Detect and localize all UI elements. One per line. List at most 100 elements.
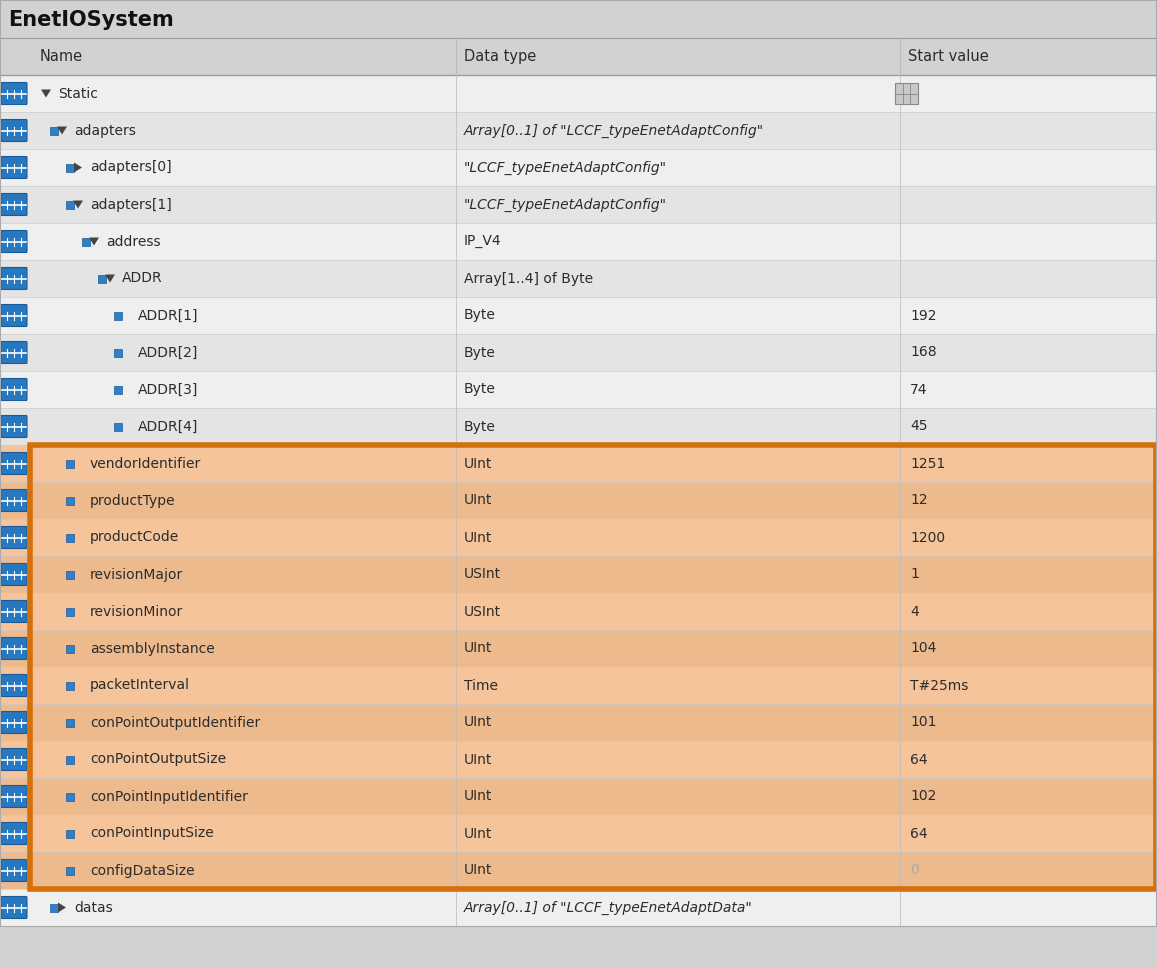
Text: configDataSize: configDataSize	[90, 864, 194, 877]
Bar	[0, 593, 1157, 630]
Text: productType: productType	[90, 493, 176, 508]
Text: 1: 1	[911, 568, 919, 581]
Bar	[0, 186, 1157, 223]
Bar	[0, 38, 1157, 75]
FancyBboxPatch shape	[1, 416, 27, 437]
Polygon shape	[40, 90, 51, 98]
FancyBboxPatch shape	[1, 526, 27, 548]
Bar	[0, 334, 1157, 371]
Text: 1200: 1200	[911, 531, 945, 544]
Bar	[115, 348, 121, 357]
FancyBboxPatch shape	[1, 341, 27, 364]
Bar	[0, 0, 1157, 38]
Text: ADDR: ADDR	[121, 272, 163, 285]
Bar	[0, 889, 1157, 926]
Text: Time: Time	[464, 679, 498, 692]
Bar	[0, 75, 1157, 112]
Text: UInt: UInt	[464, 493, 493, 508]
Polygon shape	[89, 238, 100, 246]
Text: revisionMinor: revisionMinor	[90, 604, 183, 619]
Text: 45: 45	[911, 420, 928, 433]
Text: 192: 192	[911, 308, 936, 323]
FancyBboxPatch shape	[1, 860, 27, 882]
Text: conPointOutputIdentifier: conPointOutputIdentifier	[90, 716, 260, 729]
FancyBboxPatch shape	[1, 564, 27, 585]
Text: adapters: adapters	[74, 124, 135, 137]
Bar	[0, 704, 1157, 741]
FancyBboxPatch shape	[1, 193, 27, 216]
Text: UInt: UInt	[464, 716, 493, 729]
Text: Byte: Byte	[464, 345, 496, 360]
Text: UInt: UInt	[464, 752, 493, 767]
Bar	[30, 445, 1156, 889]
Text: Data type: Data type	[464, 49, 536, 64]
Text: ADDR[1]: ADDR[1]	[138, 308, 199, 323]
Bar	[0, 519, 1157, 556]
FancyBboxPatch shape	[894, 83, 918, 104]
Bar	[66, 200, 74, 209]
Text: USInt: USInt	[464, 604, 501, 619]
Text: 168: 168	[911, 345, 937, 360]
Bar	[0, 408, 1157, 445]
FancyBboxPatch shape	[1, 230, 27, 252]
Bar	[66, 459, 74, 467]
Bar	[82, 238, 90, 246]
Bar	[66, 682, 74, 689]
Bar	[0, 149, 1157, 186]
FancyBboxPatch shape	[1, 896, 27, 919]
FancyBboxPatch shape	[1, 489, 27, 512]
Text: conPointOutputSize: conPointOutputSize	[90, 752, 226, 767]
Bar	[98, 275, 106, 282]
Bar	[0, 112, 1157, 149]
Bar	[66, 718, 74, 726]
Bar	[0, 630, 1157, 667]
Bar	[0, 260, 1157, 297]
Text: adapters[1]: adapters[1]	[90, 197, 171, 212]
Text: Start value: Start value	[908, 49, 989, 64]
Text: 101: 101	[911, 716, 936, 729]
Bar	[0, 223, 1157, 260]
Text: ADDR[4]: ADDR[4]	[138, 420, 198, 433]
FancyBboxPatch shape	[1, 712, 27, 734]
Text: 102: 102	[911, 789, 936, 804]
Text: 4: 4	[911, 604, 919, 619]
Text: EnetIOSystem: EnetIOSystem	[8, 10, 174, 30]
Text: UInt: UInt	[464, 456, 493, 471]
Text: 64: 64	[911, 827, 928, 840]
Text: adapters[0]: adapters[0]	[90, 161, 171, 174]
Bar	[66, 534, 74, 542]
Polygon shape	[57, 127, 67, 134]
FancyBboxPatch shape	[1, 120, 27, 141]
Bar	[115, 423, 121, 430]
Text: UInt: UInt	[464, 641, 493, 656]
FancyBboxPatch shape	[1, 601, 27, 623]
Text: conPointInputSize: conPointInputSize	[90, 827, 214, 840]
Bar	[0, 667, 1157, 704]
Text: 74: 74	[911, 383, 928, 396]
FancyBboxPatch shape	[1, 378, 27, 400]
Bar	[0, 815, 1157, 852]
Text: 0: 0	[911, 864, 919, 877]
Text: datas: datas	[74, 900, 112, 915]
Text: Array[0..1] of "LCCF_typeEnetAdaptConfig": Array[0..1] of "LCCF_typeEnetAdaptConfig…	[464, 124, 764, 137]
Text: Byte: Byte	[464, 308, 496, 323]
Bar	[0, 482, 1157, 519]
Bar	[66, 755, 74, 764]
FancyBboxPatch shape	[1, 823, 27, 844]
Text: 1251: 1251	[911, 456, 945, 471]
Text: 104: 104	[911, 641, 936, 656]
Bar	[0, 371, 1157, 408]
Text: address: address	[106, 235, 161, 249]
Text: vendorIdentifier: vendorIdentifier	[90, 456, 201, 471]
FancyBboxPatch shape	[1, 305, 27, 327]
FancyBboxPatch shape	[1, 453, 27, 475]
Bar	[66, 866, 74, 874]
Bar	[66, 496, 74, 505]
Text: Array[1..4] of Byte: Array[1..4] of Byte	[464, 272, 594, 285]
Bar	[66, 571, 74, 578]
Text: productCode: productCode	[90, 531, 179, 544]
Text: conPointInputIdentifier: conPointInputIdentifier	[90, 789, 248, 804]
Bar	[66, 607, 74, 616]
Bar	[0, 297, 1157, 334]
FancyBboxPatch shape	[1, 157, 27, 179]
